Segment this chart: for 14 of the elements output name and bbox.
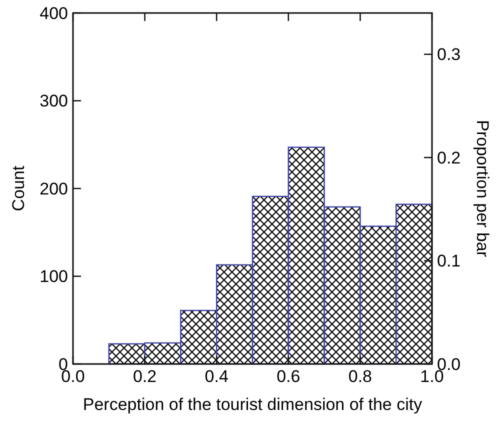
x-tick-label: 0.6 bbox=[276, 367, 300, 386]
y2-tick-label: 0.1 bbox=[437, 252, 461, 271]
y-axis-title: Count bbox=[9, 166, 28, 212]
x-axis-title: Perception of the tourist dimension of the city bbox=[82, 395, 423, 414]
x-tick-label: 0.2 bbox=[132, 367, 157, 386]
y-tick-label: 200 bbox=[40, 179, 68, 198]
x-tick-label: 0.4 bbox=[204, 367, 228, 386]
y2-tick-label: 0.3 bbox=[437, 45, 461, 64]
x-tick-label: 0.8 bbox=[348, 367, 372, 386]
y-tick-label: 400 bbox=[40, 4, 68, 23]
y2-tick-label: 0.2 bbox=[437, 148, 461, 168]
y-tick-label: 100 bbox=[40, 267, 68, 286]
y2-axis-title: Proportion per bar bbox=[473, 120, 492, 258]
y-tick-label: 300 bbox=[40, 92, 68, 111]
